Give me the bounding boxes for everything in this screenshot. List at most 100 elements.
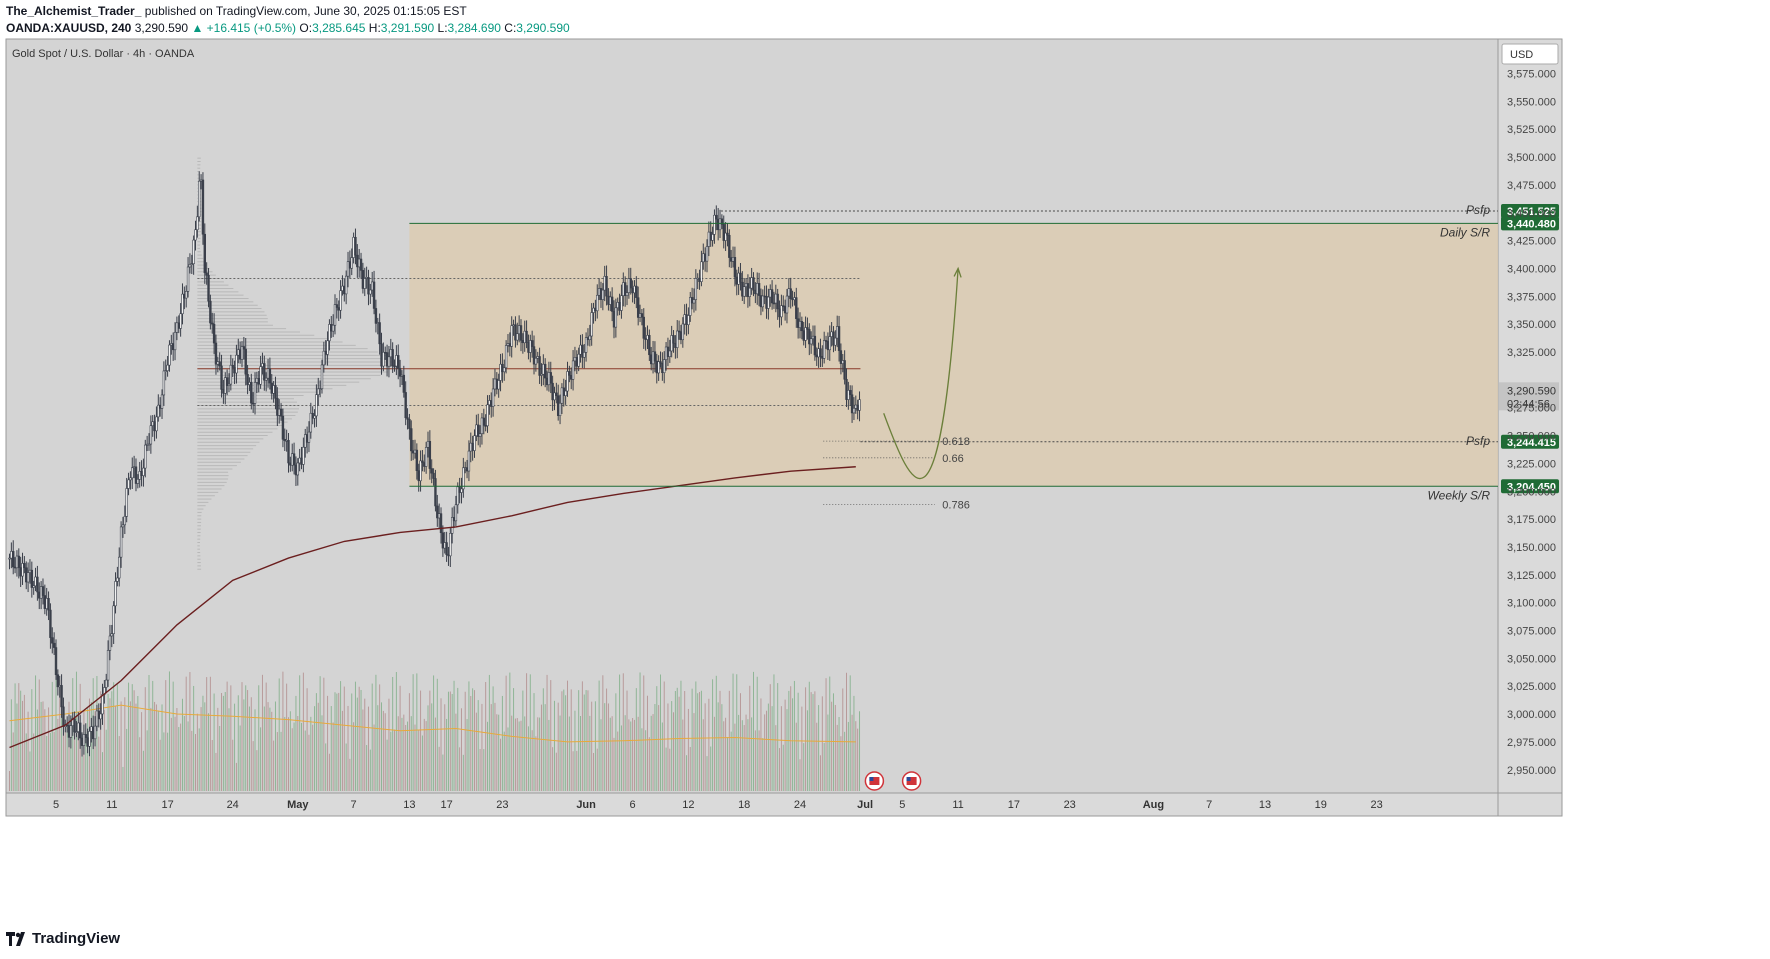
candle-body [311,412,314,419]
candle-body [709,231,712,241]
y-tick-label: 3,125.000 [1507,570,1556,582]
candle-body [450,517,454,534]
candle-body [815,354,818,358]
candle-body [536,356,539,359]
candle-body [426,441,430,448]
y-tick-label: 3,225.000 [1507,458,1556,470]
candle-body [86,737,89,747]
candle-body [328,324,331,342]
candle-body [287,440,290,464]
candle-body [105,679,108,688]
candle-body [720,218,724,225]
candle-body [646,335,649,340]
candle-body [847,390,850,400]
candle-body [58,685,61,688]
candle-body [194,229,197,241]
candle-body [54,647,58,676]
candle-body [506,343,510,346]
close-label: C: [504,21,517,35]
candle-body [73,718,76,733]
candle-body [795,297,798,320]
candle-body [458,486,461,493]
candle-body [525,330,528,343]
candle-body [625,292,629,296]
candle-body [702,253,705,263]
author-name[interactable]: The_Alchemist_Trader_ [6,4,142,18]
candle-body [778,308,781,318]
candle-body [497,380,500,390]
candle-body [168,344,171,366]
candle-body [796,318,800,328]
candle-body [404,392,407,419]
open-value: 3,285.645 [312,21,366,35]
candle-body [756,283,759,295]
candle-body [356,254,359,268]
candle-body [49,609,52,638]
candle-body [849,390,852,396]
candle-body [21,563,24,577]
candle-body [560,387,564,404]
candle-body [397,355,400,369]
candle-body [67,725,71,738]
candle-body [337,307,340,311]
candle-body [769,289,772,298]
candle-body [590,312,593,337]
price-axis-badge-label: 3,440.480 [1507,218,1556,230]
candle-body [696,277,699,280]
candle-body [683,314,686,325]
candle-body [783,305,787,314]
candle-body [350,257,353,269]
candle-body [261,363,264,367]
candle-body [69,725,73,738]
candle-body [534,357,538,365]
candle-body [17,555,20,568]
candle-body [716,218,720,231]
candle-body [354,236,357,256]
x-tick-label: 17 [440,799,452,811]
candle-body [800,321,804,332]
candle-body [618,302,621,311]
candle-body [395,355,398,367]
candle-body [244,348,247,375]
footer-brand[interactable]: TradingView [6,930,120,947]
candle-body [742,286,746,297]
candle-body [211,322,214,325]
fib-level-label: 0.618 [942,436,970,448]
level-annotation: Psfp [1466,434,1490,448]
candle-body [408,418,411,429]
candle-body [10,551,13,559]
candle-body [276,397,279,416]
candle-body [521,340,525,344]
candle-body [529,340,532,353]
x-tick-label: 17 [161,799,173,811]
candle-body [315,394,318,417]
y-tick-label: 3,275.000 [1507,403,1556,415]
candle-body [609,296,612,305]
projection-arrow [883,268,959,480]
x-tick-label: 17 [1008,799,1020,811]
level-annotation: Weekly S/R [1428,488,1491,502]
x-tick-label: 11 [952,799,963,811]
candle-body [540,373,543,376]
candle-body [804,327,807,341]
candle-body [571,360,575,380]
candle-body [581,344,584,358]
candle-body [240,346,244,360]
candle-body [160,394,164,409]
candle-body [298,457,301,464]
candle-body [809,338,813,345]
candle-body [28,569,32,573]
candle-body [393,365,396,368]
candle-body [145,443,149,446]
candle-body [722,224,725,241]
y-tick-label: 3,025.000 [1507,681,1556,693]
high-label: H: [368,21,381,35]
candle-body [661,362,664,374]
candle-body [605,276,608,297]
candle-body [171,343,175,351]
candle-body [205,272,208,276]
candle-body [653,351,657,362]
price-axis-badge [1501,216,1559,231]
candle-body [190,263,193,266]
